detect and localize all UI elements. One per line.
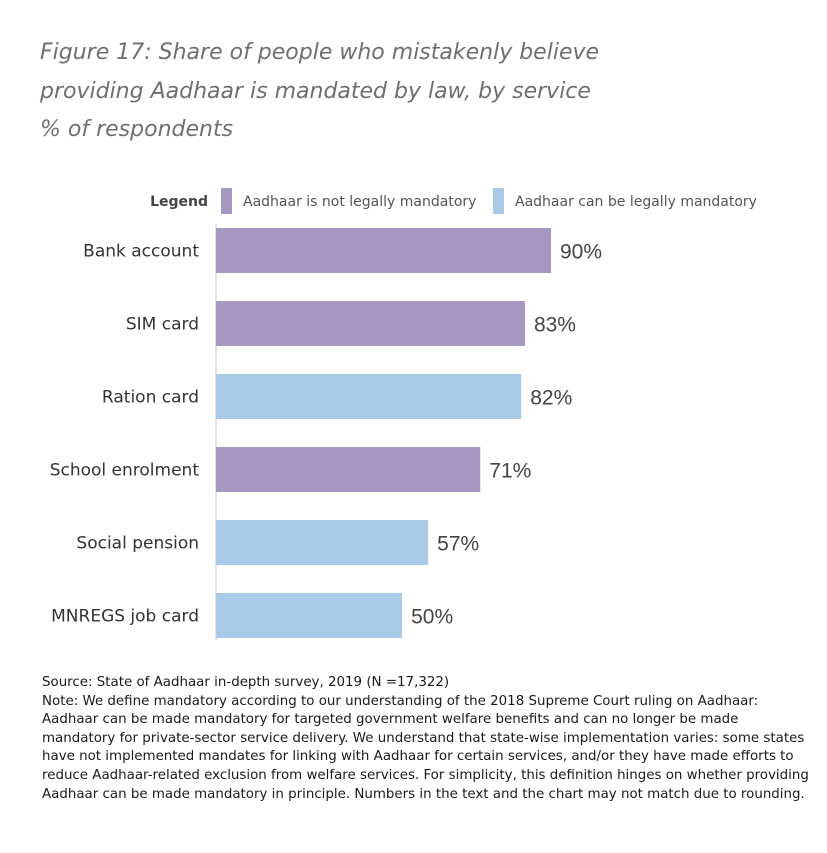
figure-title-line-1: Figure 17: Share of people who mistakenl… xyxy=(40,40,600,65)
legend-swatch-2 xyxy=(493,188,504,214)
category-label: SIM card xyxy=(126,315,199,335)
data-label: 57% xyxy=(437,533,479,556)
source-note: Source: State of Aadhaar in-depth survey… xyxy=(42,675,450,690)
data-label: 71% xyxy=(489,460,531,483)
figure-title: Figure 17: Share of people who mistakenl… xyxy=(40,34,800,150)
bar-sim-card xyxy=(216,301,525,346)
category-label: MNREGS job card xyxy=(51,607,199,627)
bar-bank-account xyxy=(216,228,551,273)
category-label: School enrolment xyxy=(50,461,200,481)
bar-mnregs-job-card xyxy=(216,593,403,638)
figure-subtitle: % of respondents xyxy=(40,117,234,142)
data-label: 50% xyxy=(411,606,453,629)
legend-title: Legend xyxy=(150,194,208,210)
category-label: Ration card xyxy=(102,388,199,408)
legend-label-1: Aadhaar is not legally mandatory xyxy=(243,194,476,210)
category-label: Bank account xyxy=(83,242,199,262)
bar-school-enrolment xyxy=(216,447,481,492)
data-label: 83% xyxy=(534,314,576,337)
methodology-note: Note: We define mandatory according to o… xyxy=(42,693,809,802)
legend-swatch-1 xyxy=(221,188,232,214)
bar-ration-card xyxy=(216,374,522,419)
category-label: Social pension xyxy=(76,534,199,554)
legend-label-2: Aadhaar can be legally mandatory xyxy=(515,194,757,210)
bar-chart: Legend Aadhaar is not legally mandatory Aa… xyxy=(50,188,757,640)
chart-notes: Source: State of Aadhaar in-depth survey… xyxy=(42,674,812,804)
data-label: 90% xyxy=(560,241,602,264)
bar-social-pension xyxy=(216,520,429,565)
data-label: 82% xyxy=(530,387,572,410)
figure-title-line-2: providing Aadhaar is mandated by law, by… xyxy=(40,78,591,104)
